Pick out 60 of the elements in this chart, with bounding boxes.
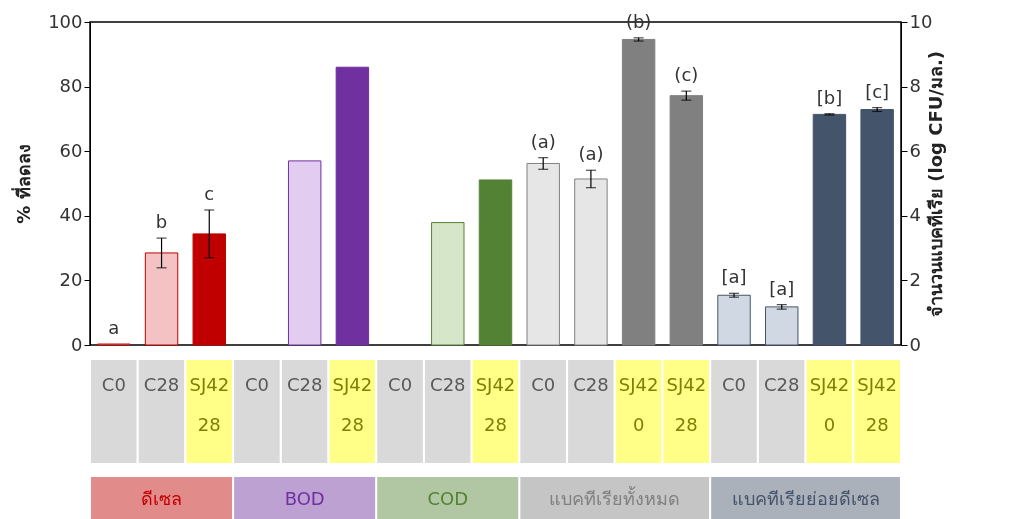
x-tick-label: C28 — [143, 374, 180, 395]
data-label: [c] — [865, 80, 890, 102]
x-tick-label: C0 — [101, 374, 126, 395]
bar — [431, 222, 465, 346]
x-tick-label: SJ42 28 — [475, 374, 516, 435]
bar — [526, 162, 560, 346]
bar — [812, 113, 847, 346]
y-tick-label: 20 — [59, 268, 83, 290]
x-tick-label: C0 — [531, 374, 556, 395]
text: COD — [427, 488, 469, 509]
x-tick-label: C0 — [388, 374, 413, 395]
bar — [765, 306, 799, 346]
text: แบคทีเรียทั้งหมด — [549, 486, 681, 509]
bar — [717, 294, 751, 346]
data-label: a — [108, 317, 120, 339]
data-label: [a] — [769, 277, 795, 299]
y2-axis-title: จำนวนแบคทีเรีย (log CFU/มล.) — [925, 51, 947, 317]
bar — [144, 252, 179, 346]
y-tick-label: 80 — [59, 75, 83, 97]
y-tick-label: 0 — [71, 333, 83, 355]
bar — [669, 95, 704, 346]
x-tick-label: C28 — [286, 374, 323, 395]
x-tick-label: C0 — [722, 374, 747, 395]
y2-tick-label: 10 — [909, 10, 933, 32]
data-label: c — [204, 182, 215, 204]
data-label: (c) — [674, 64, 699, 86]
x-tick-label: C28 — [430, 374, 466, 395]
y2-tick-label: 8 — [909, 75, 921, 97]
data-label: (a) — [578, 143, 604, 165]
x-tick-label: C28 — [573, 374, 609, 395]
x-tick-label: SJ42 28 — [189, 374, 230, 435]
x-tick-label: SJ42 0 — [809, 374, 850, 435]
data-label: [a] — [721, 266, 747, 288]
bar — [335, 66, 370, 346]
bar — [860, 109, 894, 346]
bar — [192, 233, 226, 346]
x-tick-label: SJ42 0 — [618, 374, 659, 435]
y2-tick-label: 6 — [909, 139, 921, 161]
text: ดีเซล — [141, 488, 183, 509]
y-tick-label: 60 — [59, 139, 83, 161]
x-tick-label: SJ42 28 — [666, 374, 707, 435]
x-tick-label: C28 — [763, 374, 800, 395]
x-tick-label: SJ42 28 — [332, 374, 373, 435]
data-label: [b] — [816, 86, 843, 108]
bar — [574, 178, 608, 346]
text: แบคทีเรียย่อยดีเซล — [731, 488, 880, 509]
y2-tick-label: 2 — [909, 268, 921, 290]
x-tick-label: SJ42 28 — [857, 374, 897, 435]
y-axis-title: % ที่ลดลง — [11, 144, 35, 224]
y-tick-label: 40 — [59, 204, 83, 226]
y-tick-label: 100 — [48, 10, 83, 32]
bar — [287, 160, 322, 346]
x-tick-label: C0 — [244, 374, 269, 395]
text: BOD — [284, 488, 325, 509]
bar — [478, 179, 513, 346]
data-label: (a) — [530, 130, 556, 152]
data-label: b — [155, 211, 168, 233]
y2-tick-label: 4 — [909, 204, 921, 226]
y2-tick-label: 0 — [909, 333, 921, 355]
bar — [621, 38, 656, 346]
